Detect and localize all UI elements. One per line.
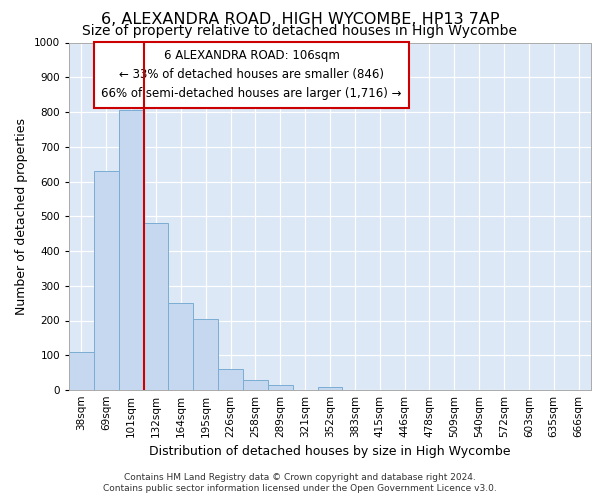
Text: Size of property relative to detached houses in High Wycombe: Size of property relative to detached ho… [83,24,517,38]
Bar [119,110,143,390]
Bar [268,385,293,390]
Bar [69,352,94,390]
Y-axis label: Number of detached properties: Number of detached properties [15,118,28,315]
Bar [317,386,343,390]
X-axis label: Distribution of detached houses by size in High Wycombe: Distribution of detached houses by size … [149,446,511,458]
Text: 6, ALEXANDRA ROAD, HIGH WYCOMBE, HP13 7AP: 6, ALEXANDRA ROAD, HIGH WYCOMBE, HP13 7A… [101,12,499,28]
Text: Contains public sector information licensed under the Open Government Licence v3: Contains public sector information licen… [103,484,497,493]
Text: Contains HM Land Registry data © Crown copyright and database right 2024.: Contains HM Land Registry data © Crown c… [124,472,476,482]
Bar [243,380,268,390]
Bar [218,369,243,390]
Bar [94,171,119,390]
Bar [193,319,218,390]
Text: 6 ALEXANDRA ROAD: 106sqm
← 33% of detached houses are smaller (846)
66% of semi-: 6 ALEXANDRA ROAD: 106sqm ← 33% of detach… [101,50,402,100]
Bar [169,303,193,390]
Bar [143,223,169,390]
